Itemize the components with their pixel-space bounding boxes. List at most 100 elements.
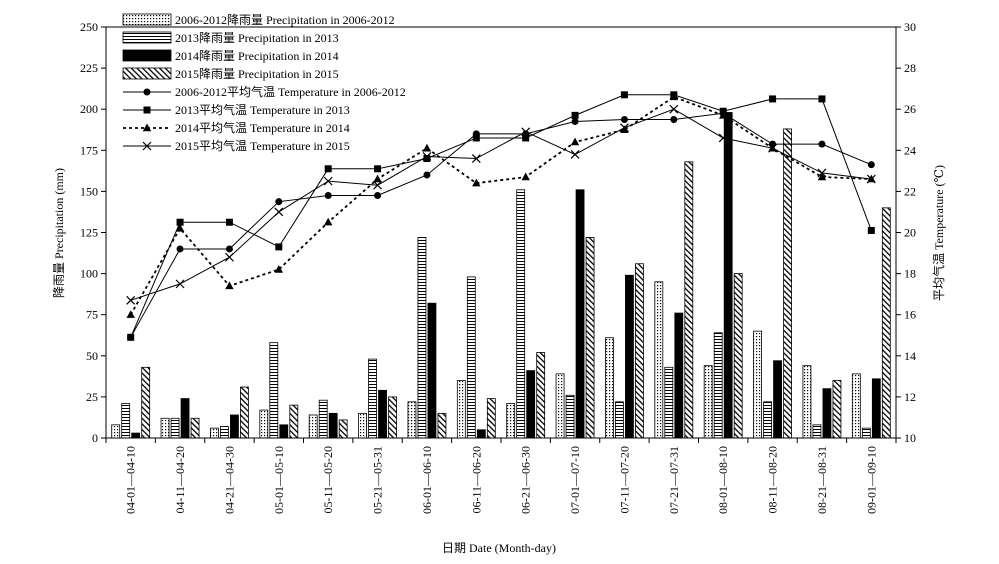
legend-swatch-bar3 [122,49,172,62]
temp-point-series2-16 [867,226,875,234]
bar-series4-14 [783,128,792,439]
temp-point-series1-6 [374,192,382,200]
bar-series3-9 [526,370,536,439]
temp-point-series3-10 [570,137,580,146]
temp-point-series2-11 [620,91,628,99]
bar-series3-16 [871,378,881,439]
y-left-tick-label-3: 50 [86,349,98,363]
temp-point-series3-8 [472,178,481,187]
bar-series2-1 [121,403,131,439]
temp-point-series1-3 [225,245,233,253]
y-right-tick-label-5: 18 [904,267,916,281]
x-axis-title: 日期 Date (Month-day) [442,541,556,555]
bar-series3-1 [131,432,141,439]
bar-series2-5 [318,399,328,439]
bar-series2-4 [269,342,279,439]
y-right-tick-label-1: 10 [904,431,916,445]
temp-point-series3-9 [521,172,530,181]
x-tick-label-16: 09-01—09-10 [864,446,878,514]
legend-label-line1: 2006-2012平均气温 Temperature in 2006-2012 [175,84,406,99]
legend-label-line4: 2015平均气温 Temperature in 2015 [175,138,350,153]
bar-series4-3 [240,386,249,439]
bar-series2-7 [417,237,427,439]
temp-point-series2-6 [374,165,382,173]
temp-point-series3-5 [323,217,333,226]
bar-series1-6 [358,412,367,439]
y-right-tick-label-3: 14 [904,349,916,363]
bar-series3-6 [378,389,387,439]
bar-series3-14 [773,360,782,439]
bar-series3-7 [427,302,437,439]
bar-series3-10 [575,189,585,439]
bar-series2-13 [713,332,723,439]
y-right-tick-label-7: 22 [904,184,916,198]
y-right-tick-label-11: 30 [904,20,916,34]
y-left-tick-label-6: 125 [80,226,98,240]
bar-series1-14 [753,330,762,439]
temp-point-series4-13 [718,133,728,143]
bar-series4-16 [881,207,891,439]
bar-series1-10 [555,373,565,439]
temp-point-series3-12 [669,92,679,101]
bar-series4-6 [388,396,397,439]
y-left-tick-label-8: 175 [80,143,98,157]
legend-swatch-bar2 [122,31,172,44]
bar-series2-2 [170,417,180,439]
temp-point-series1-2 [176,245,184,253]
x-tick-label-12: 07-21—07-31 [667,446,681,514]
bar-series1-4 [259,409,269,439]
temp-point-series3-13 [718,110,728,119]
temperature-line-series3 [129,95,872,316]
temp-point-series3-11 [620,125,629,133]
x-tick-label-6: 05-21—05-31 [371,446,385,514]
y-left-tick-label-5: 100 [80,267,98,281]
bar-series2-12 [664,366,674,439]
bar-series4-4 [289,404,299,439]
temp-point-series1-12 [670,115,678,123]
y-axis-left-title: 降雨量 Precipitation (mm) [52,168,66,298]
legend-swatch-bar4 [122,67,172,80]
temp-point-series4-7 [422,152,432,161]
x-tick-label-13: 08-01—08-10 [716,446,730,514]
y-left-tick-label-9: 200 [80,102,98,116]
legend-label-bar1: 2006-2012降雨量 Precipitation in 2006-2012 [175,13,395,27]
temp-point-series2-3 [225,218,233,226]
bar-series2-11 [615,401,624,439]
x-tick-label-5: 05-11—05-20 [321,446,335,514]
bar-series1-1 [111,424,121,439]
temp-point-series4-2 [175,279,185,289]
bar-series2-9 [516,189,526,439]
bar-series1-5 [308,414,318,439]
temp-point-series1-5 [324,192,332,200]
y-left-tick-label-2: 25 [86,390,98,404]
temperature-line-series4 [130,108,872,301]
x-tick-label-7: 06-01—06-10 [420,446,434,514]
temp-point-series3-6 [373,174,382,183]
temp-point-series4-10 [570,149,580,159]
temp-point-series4-6 [373,180,382,190]
temp-point-series4-9 [521,127,531,137]
bar-series4-1 [141,366,151,439]
y-axis-right-title: 平均气温 Temperature (℃) [931,165,946,301]
temp-point-series4-11 [620,123,629,133]
bar-series3-5 [328,412,338,439]
temp-point-series2-1 [127,333,135,341]
legend-marker-series2 [143,106,151,114]
temp-point-series2-15 [818,95,826,103]
x-tick-label-1: 04-01—04-10 [124,446,138,514]
temp-point-series4-14 [768,143,777,153]
x-tick-label-11: 07-11—07-20 [617,446,631,514]
temp-point-series1-4 [275,198,283,206]
x-tick-label-10: 07-01—07-10 [568,446,582,514]
temp-point-series1-7 [423,171,431,179]
temp-point-series2-5 [324,165,332,173]
bar-series2-15 [812,424,822,439]
bar-series2-16 [861,427,871,439]
x-tick-label-3: 04-21—04-30 [222,446,236,514]
bar-series2-8 [466,276,476,439]
temp-point-series4-12 [669,104,679,114]
legend-label-line3: 2014平均气温 Temperature in 2014 [175,120,350,135]
temp-point-series4-4 [274,207,284,217]
temp-point-series4-3 [225,252,234,262]
